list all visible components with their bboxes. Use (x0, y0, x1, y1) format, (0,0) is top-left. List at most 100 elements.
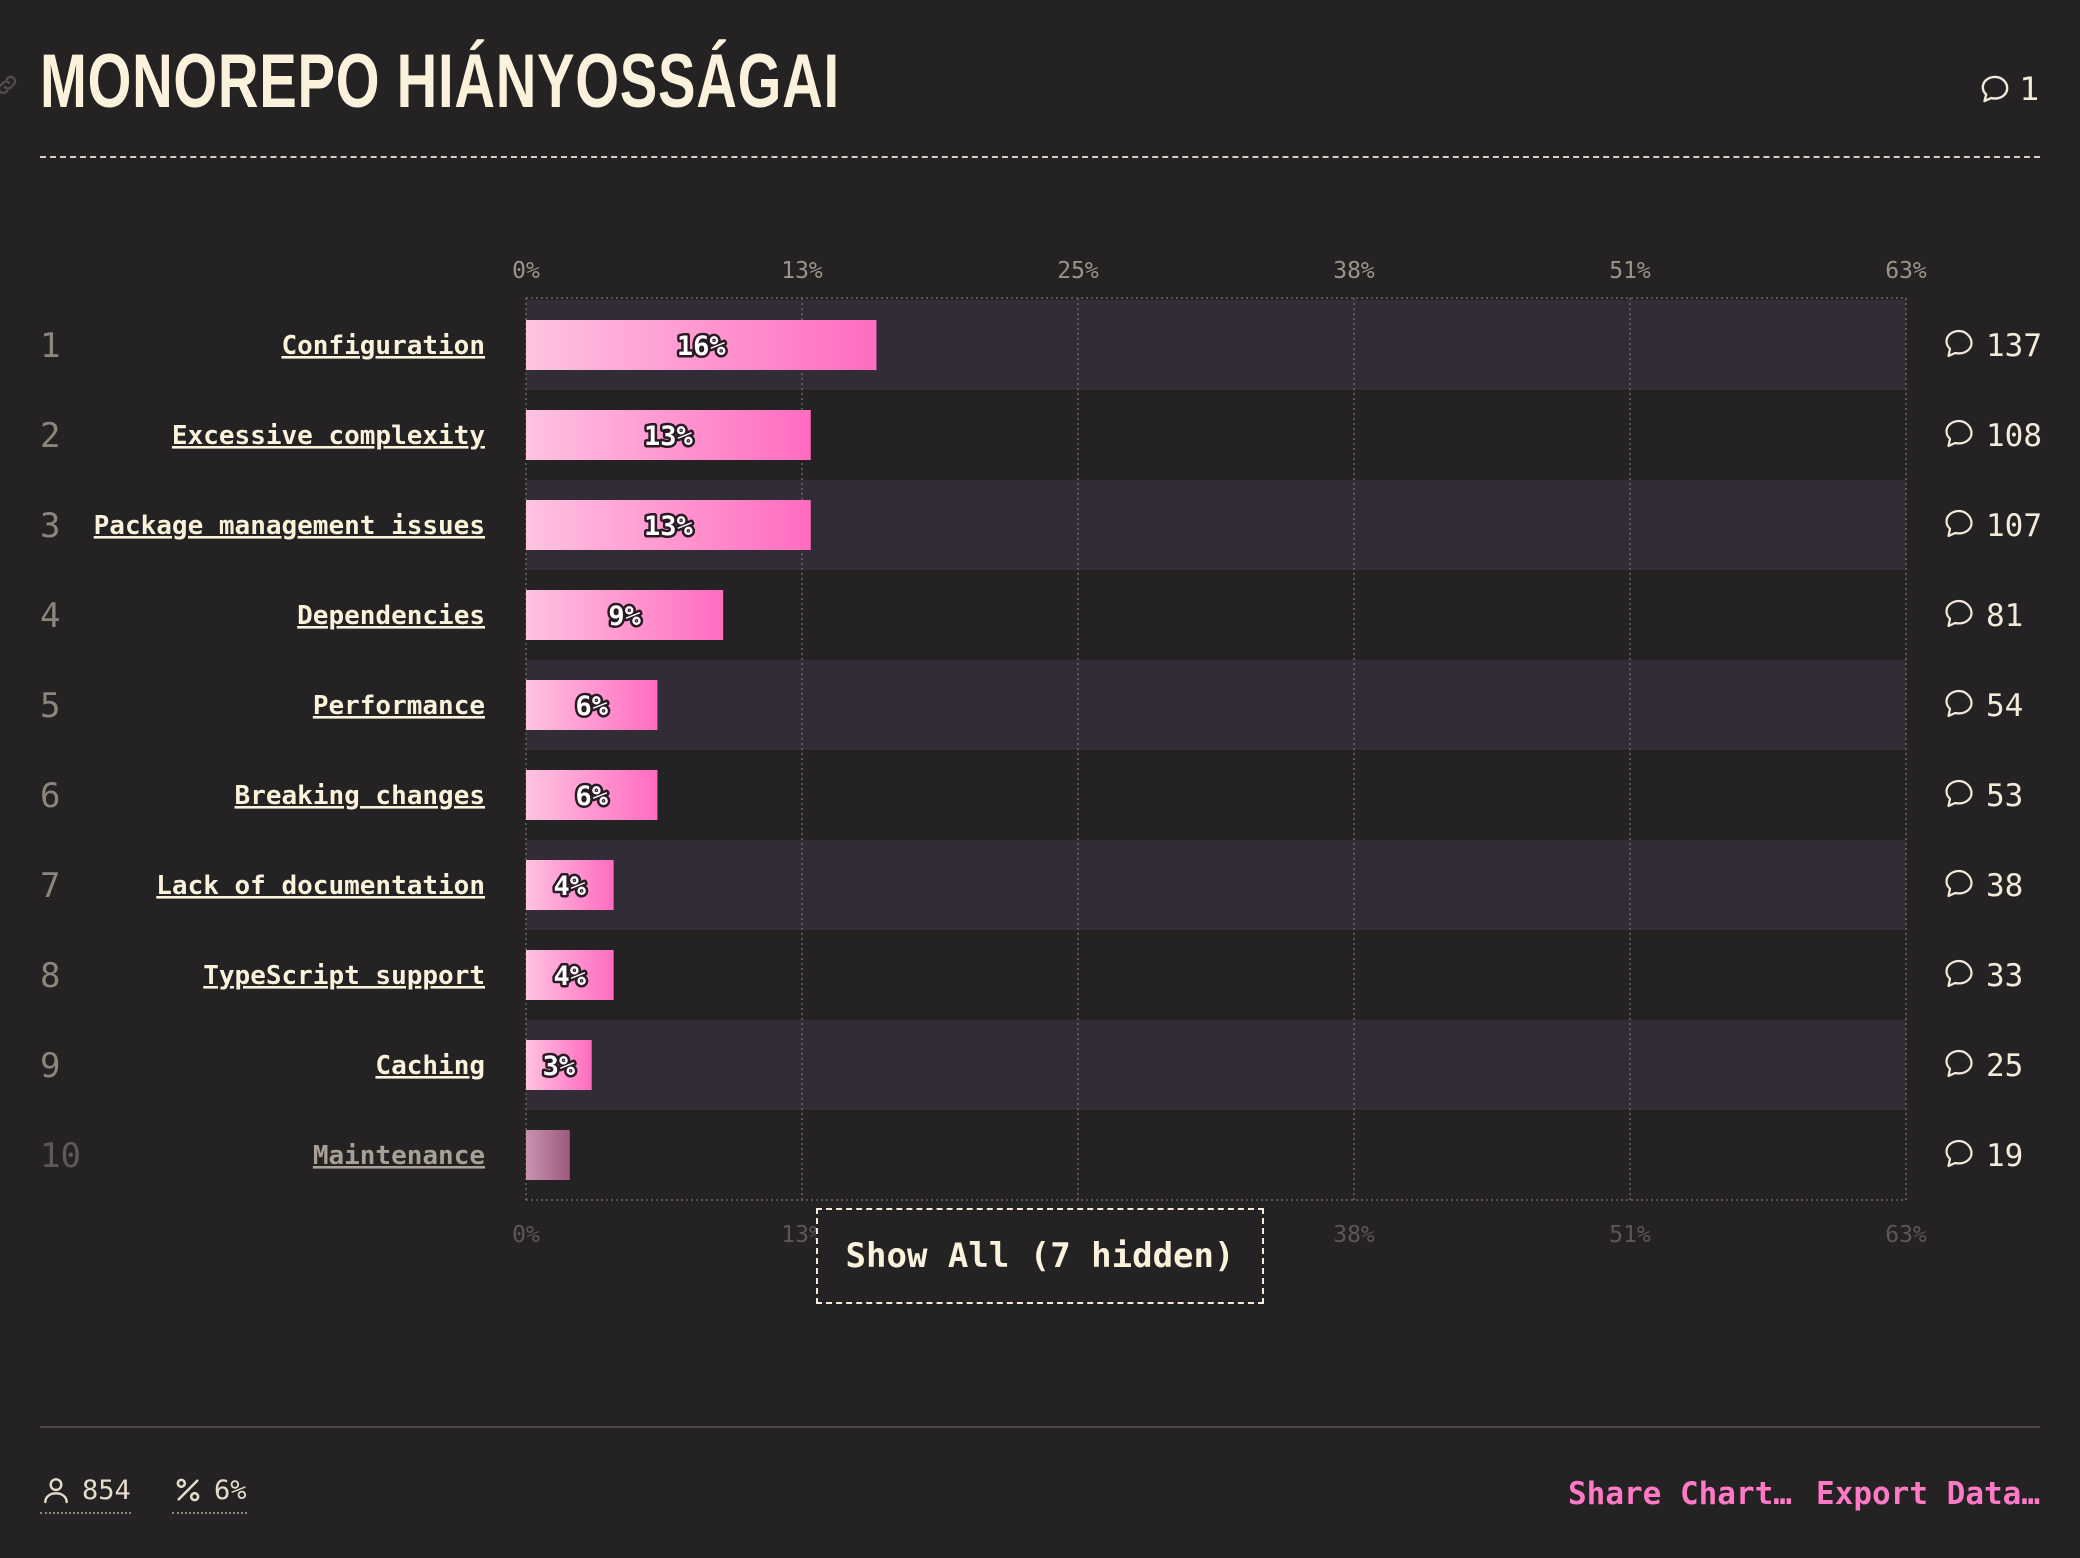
comment-count: 19 (1986, 1138, 2023, 1174)
x-tick-label-bottom: 38% (1333, 1222, 1375, 1248)
share-chart-button[interactable]: Share Chart… (1568, 1476, 1792, 1512)
category-label[interactable]: TypeScript support (203, 961, 485, 991)
row-rank: 10 (40, 1136, 81, 1176)
x-tick-label-bottom: 0% (512, 1222, 540, 1248)
comment-count: 107 (1986, 508, 2042, 544)
row-rank: 4 (40, 596, 60, 636)
comment-count: 33 (1986, 958, 2023, 994)
percent-value: 6% (214, 1474, 247, 1506)
bar[interactable] (526, 950, 614, 1000)
x-tick-label: 38% (1333, 258, 1375, 284)
row-rank: 6 (40, 776, 60, 816)
comment-count: 137 (1986, 328, 2042, 364)
link-icon[interactable] (0, 72, 20, 98)
comment-count: 108 (1986, 418, 2042, 454)
header-comment-count[interactable]: 1 (1978, 70, 2040, 108)
comment-icon (1945, 599, 1973, 628)
comment-count: 38 (1986, 868, 2023, 904)
bar[interactable] (526, 770, 658, 820)
person-icon (44, 1478, 68, 1504)
row-comments[interactable]: 19 (1945, 1138, 2024, 1174)
row-comments[interactable]: 38 (1945, 868, 2024, 904)
row-band (526, 660, 1906, 750)
comment-icon (1981, 75, 2009, 103)
x-tick-label-bottom: 13% (781, 1222, 823, 1248)
x-tick-label: 51% (1609, 258, 1651, 284)
row-rank: 9 (40, 1046, 60, 1086)
comment-count: 53 (1986, 778, 2023, 814)
row-comments[interactable]: 33 (1945, 958, 2024, 994)
bar-value-label: 6% (575, 781, 608, 812)
comment-icon (1945, 959, 1973, 988)
comment-icon (1945, 1139, 1973, 1168)
row-comments[interactable]: 54 (1945, 688, 2024, 724)
bar[interactable] (526, 1040, 592, 1090)
category-label[interactable]: Maintenance (313, 1141, 485, 1171)
category-label[interactable]: Caching (375, 1051, 485, 1081)
x-tick-label-bottom: 63% (1885, 1222, 1927, 1248)
x-tick-label: 63% (1885, 258, 1927, 284)
comment-icon (1945, 329, 1973, 358)
comment-count: 54 (1986, 688, 2023, 724)
row-rank: 2 (40, 416, 60, 456)
respondents-value: 854 (82, 1474, 131, 1506)
header-comment-count-value: 1 (2019, 70, 2040, 108)
x-tick-label: 25% (1057, 258, 1099, 284)
bar[interactable] (526, 590, 724, 640)
row-comments[interactable]: 107 (1945, 508, 2043, 544)
comment-icon (1945, 1049, 1973, 1078)
comment-icon (1945, 869, 1973, 898)
category-label[interactable]: Configuration (282, 331, 486, 361)
bar-value-label: 13% (644, 511, 694, 542)
category-label[interactable]: Performance (313, 691, 485, 721)
bar-value-label: 4% (554, 871, 587, 902)
x-tick-label-bottom: 51% (1609, 1222, 1651, 1248)
comment-icon (1945, 689, 1973, 718)
row-band (526, 1020, 1906, 1110)
row-rank: 8 (40, 956, 60, 996)
percent-stat[interactable]: 6% (172, 1474, 247, 1514)
row-comments[interactable]: 81 (1945, 598, 2024, 634)
page-title: MONOREPO HIÁNYOSSÁGAI (40, 39, 840, 124)
category-label[interactable]: Dependencies (297, 601, 485, 631)
category-label[interactable]: Lack of documentation (156, 871, 485, 901)
category-label[interactable]: Excessive complexity (172, 421, 485, 451)
bar[interactable] (526, 860, 614, 910)
bar-value-label: 6% (575, 691, 608, 722)
bar[interactable] (526, 410, 811, 460)
row-rank: 3 (40, 506, 60, 546)
bar-chart: 0%13%25%38%51%63% 0%13%25%38%51%63% 16%1… (40, 258, 2043, 1248)
bar-value-label: 9% (608, 601, 641, 632)
row-rank: 5 (40, 686, 60, 726)
x-tick-label: 0% (512, 258, 540, 284)
bar-value-label: 13% (644, 421, 694, 452)
bar[interactable] (526, 320, 877, 370)
bar[interactable] (526, 500, 811, 550)
category-label[interactable]: Package management issues (94, 511, 485, 541)
row-comments[interactable]: 25 (1945, 1048, 2024, 1084)
footer-divider (40, 1426, 2040, 1428)
bar-value-label: 4% (554, 961, 587, 992)
row-comments[interactable]: 53 (1945, 778, 2024, 814)
bar-value-label: 16% (677, 331, 727, 362)
row-band (526, 840, 1906, 930)
row-comments[interactable]: 137 (1945, 328, 2043, 364)
comment-icon (1945, 419, 1973, 448)
comment-count: 81 (1986, 598, 2023, 634)
bar-value-label: 3% (543, 1051, 576, 1082)
show-all-button[interactable]: Show All (7 hidden) (816, 1208, 1264, 1304)
bar[interactable] (526, 680, 658, 730)
comment-count: 25 (1986, 1048, 2023, 1084)
category-label[interactable]: Breaking changes (235, 781, 485, 811)
header-divider (40, 156, 2040, 158)
x-tick-label: 13% (781, 258, 823, 284)
row-rank: 7 (40, 866, 60, 906)
comment-icon (1945, 779, 1973, 808)
row-rank: 1 (40, 326, 60, 366)
respondents-stat[interactable]: 854 (40, 1474, 131, 1514)
bar[interactable] (526, 1130, 570, 1180)
percent-icon (176, 1478, 200, 1502)
row-comments[interactable]: 108 (1945, 418, 2043, 454)
comment-icon (1945, 509, 1973, 538)
export-data-button[interactable]: Export Data… (1816, 1476, 2040, 1512)
